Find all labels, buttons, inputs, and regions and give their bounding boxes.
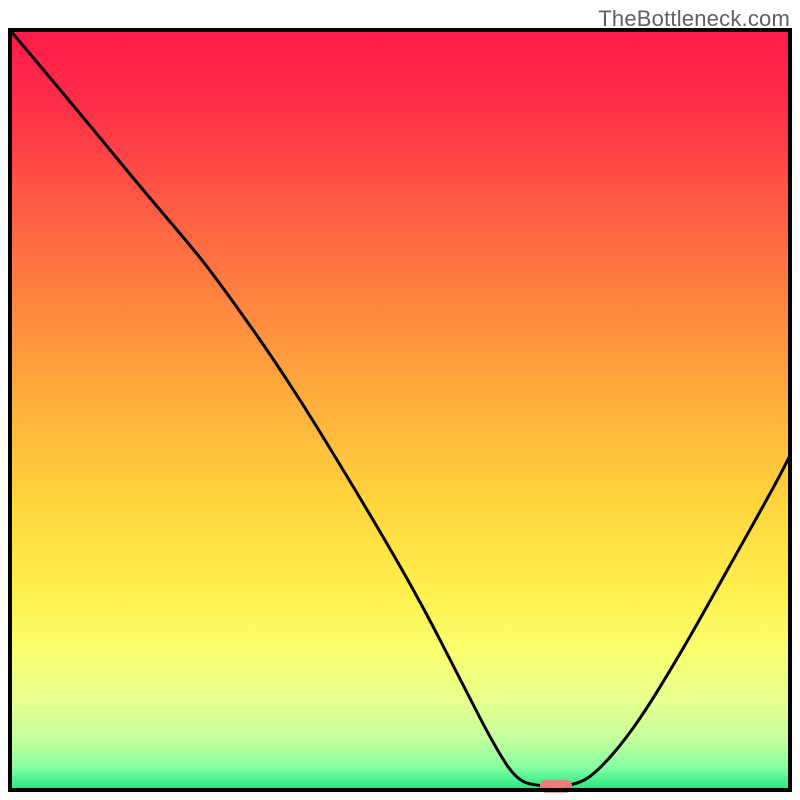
- plot-background: [10, 30, 790, 790]
- chart-container: { "watermark_text": "TheBottleneck.com",…: [0, 0, 800, 800]
- watermark-text: TheBottleneck.com: [598, 6, 790, 32]
- bottleneck-chart: [0, 0, 800, 800]
